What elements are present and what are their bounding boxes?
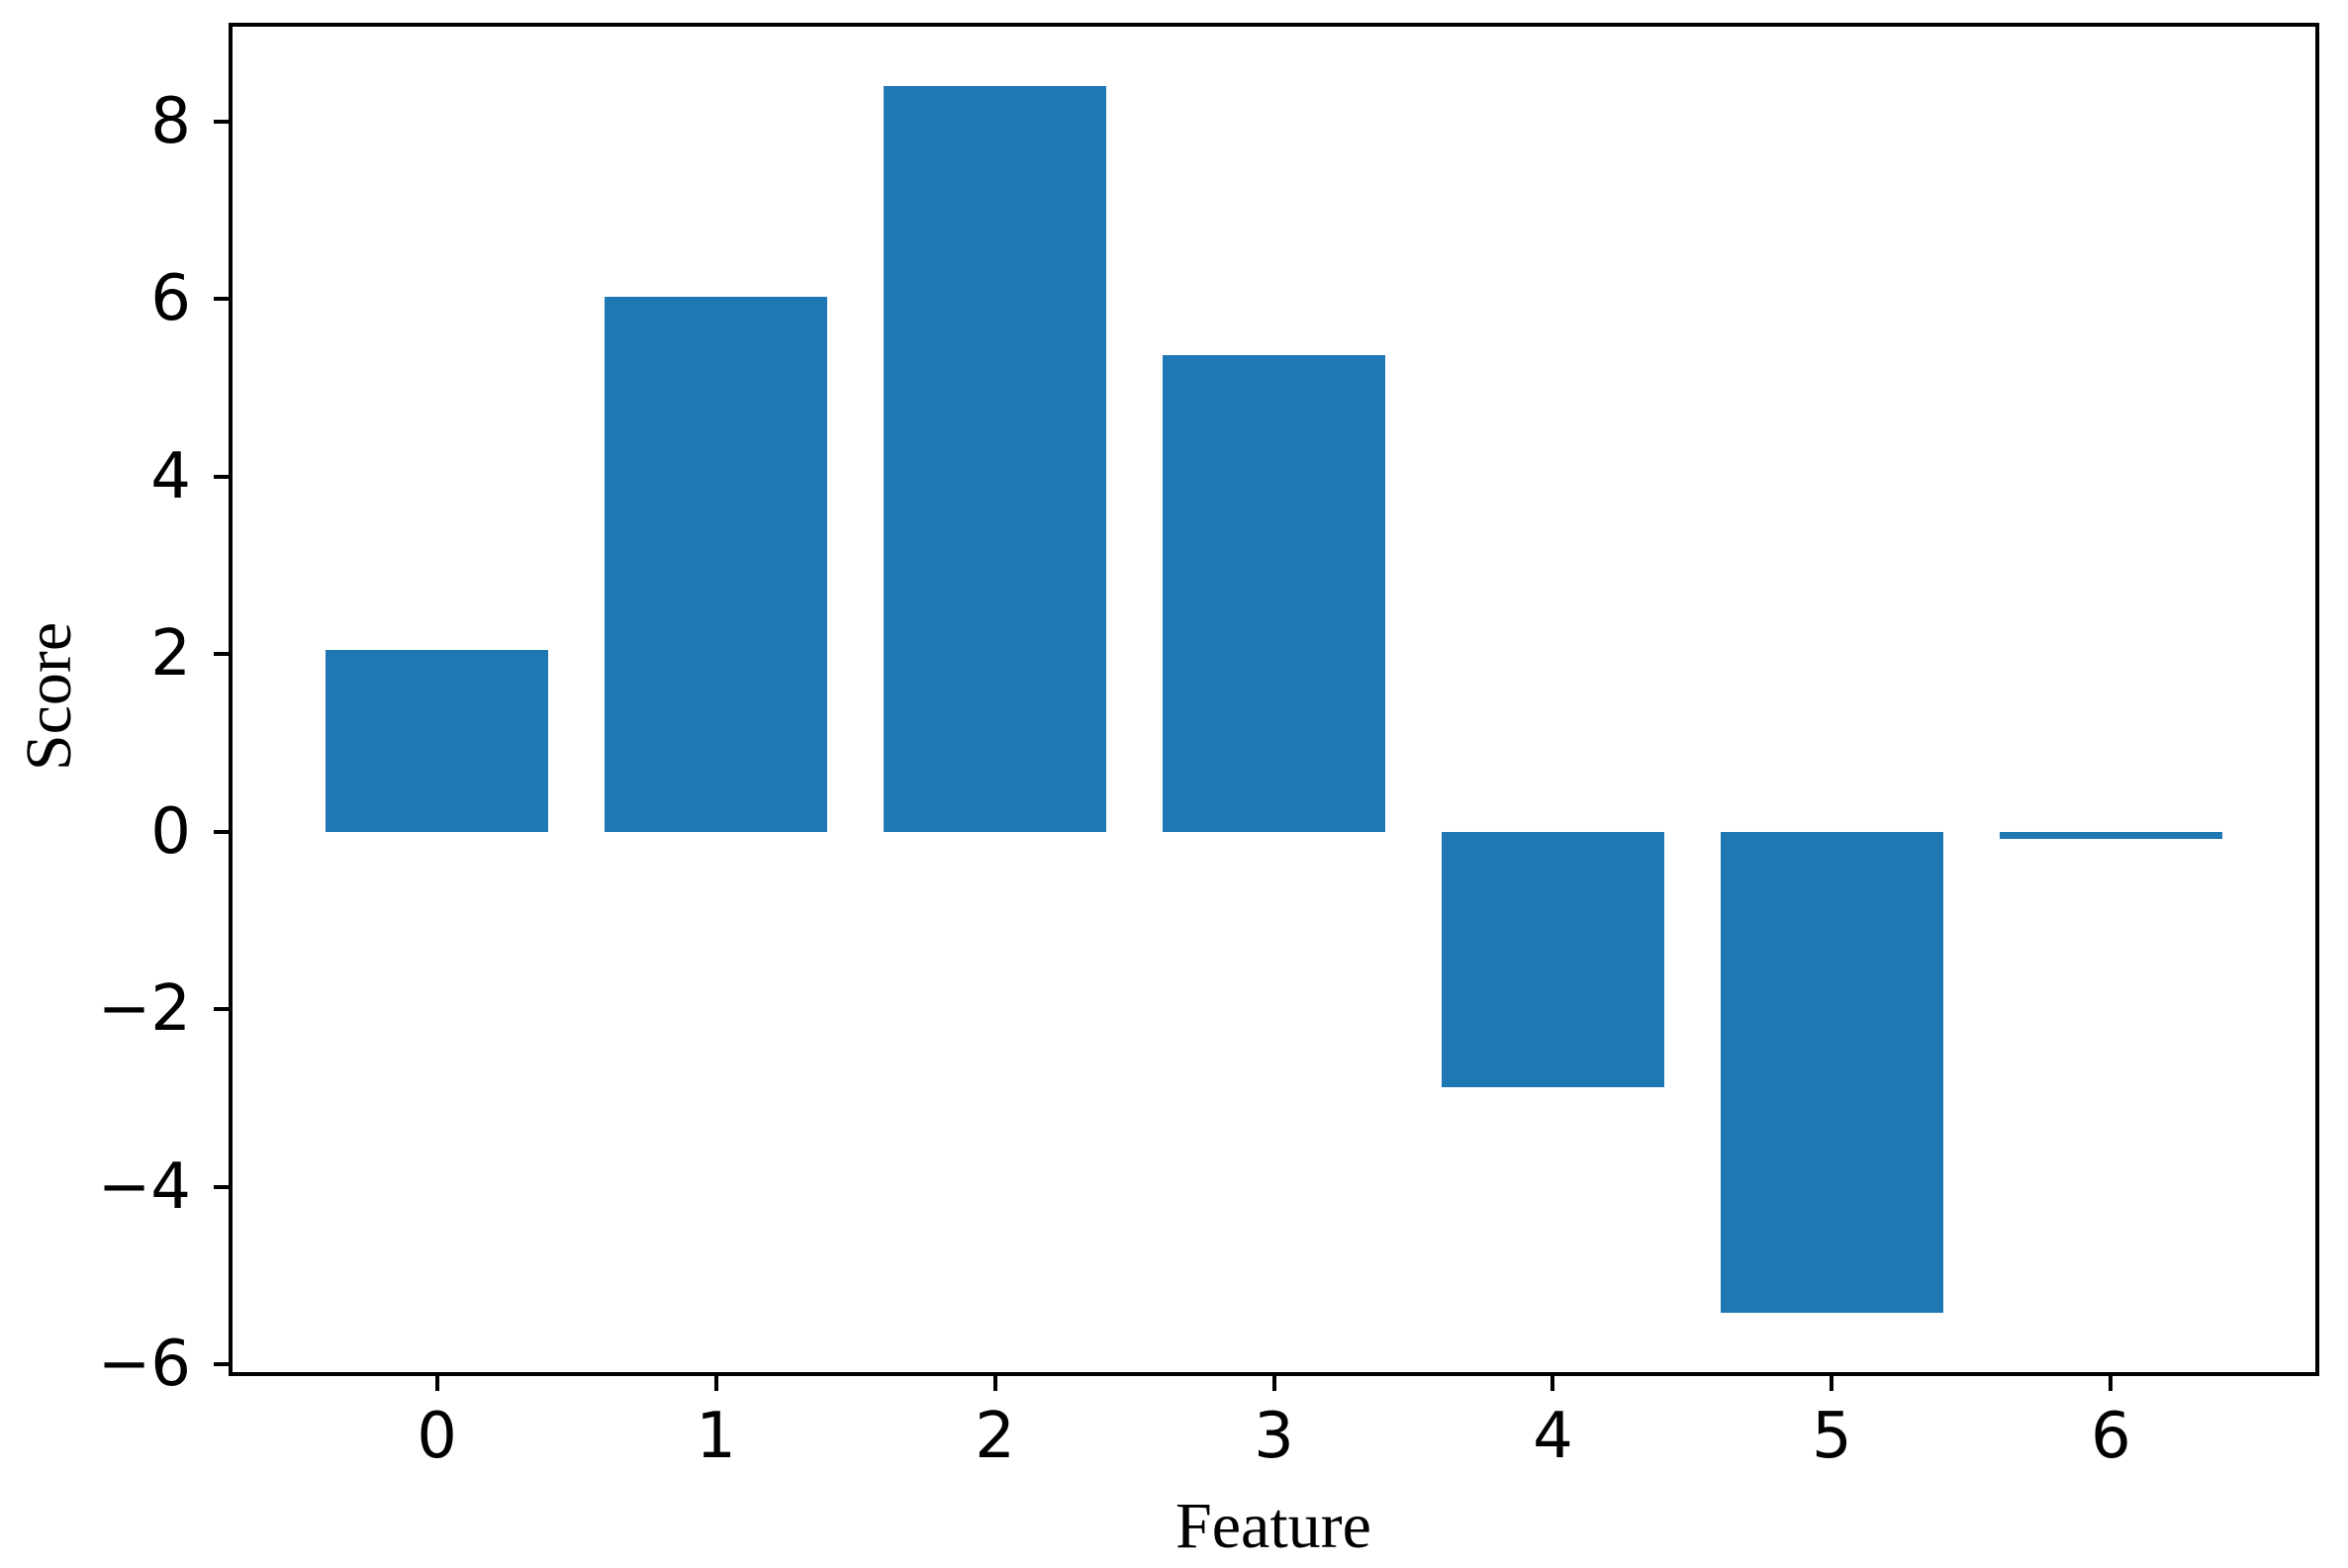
x-tick-mark-4 — [1550, 1376, 1555, 1391]
x-tick-mark-3 — [1271, 1376, 1276, 1391]
x-tick-mark-5 — [1830, 1376, 1834, 1391]
x-tick-label-5: 5 — [1812, 1400, 1852, 1473]
y-tick-mark-8 — [214, 119, 229, 124]
y-tick-label--4: −4 — [97, 1150, 191, 1224]
y-tick-mark-2 — [214, 652, 229, 657]
y-tick-label-6: 6 — [150, 262, 191, 336]
x-tick-label-3: 3 — [1254, 1400, 1294, 1473]
x-tick-mark-6 — [2109, 1376, 2113, 1391]
y-tick-label--2: −2 — [97, 972, 191, 1047]
y-tick-mark--2 — [214, 1007, 229, 1012]
y-tick-label-8: 8 — [150, 84, 191, 158]
x-tick-label-1: 1 — [696, 1400, 736, 1473]
bar-feature-5 — [1720, 831, 1944, 1314]
bar-feature-0 — [325, 649, 549, 832]
y-tick-mark--6 — [214, 1362, 229, 1367]
x-tick-label-6: 6 — [2090, 1400, 2131, 1473]
bar-feature-6 — [1999, 831, 2223, 839]
bar-feature-3 — [1162, 354, 1386, 832]
x-axis-label: Feature — [1175, 1490, 1371, 1562]
y-tick-label-2: 2 — [150, 617, 191, 692]
x-tick-label-4: 4 — [1533, 1400, 1573, 1473]
x-tick-mark-1 — [713, 1376, 718, 1391]
bar-feature-1 — [604, 297, 828, 832]
x-tick-mark-0 — [434, 1376, 439, 1391]
y-tick-label-4: 4 — [150, 439, 191, 513]
y-tick-mark-6 — [214, 297, 229, 302]
y-tick-label--6: −6 — [97, 1328, 191, 1402]
x-tick-label-2: 2 — [975, 1400, 1015, 1473]
y-axis-label: Score — [13, 621, 85, 772]
x-tick-label-0: 0 — [417, 1400, 457, 1473]
y-tick-mark-4 — [214, 474, 229, 479]
bar-feature-4 — [1441, 831, 1665, 1088]
y-tick-mark--4 — [214, 1184, 229, 1189]
y-tick-mark-0 — [214, 829, 229, 834]
bar-feature-2 — [883, 85, 1107, 832]
x-tick-mark-2 — [992, 1376, 997, 1391]
y-tick-label-0: 0 — [150, 794, 191, 869]
